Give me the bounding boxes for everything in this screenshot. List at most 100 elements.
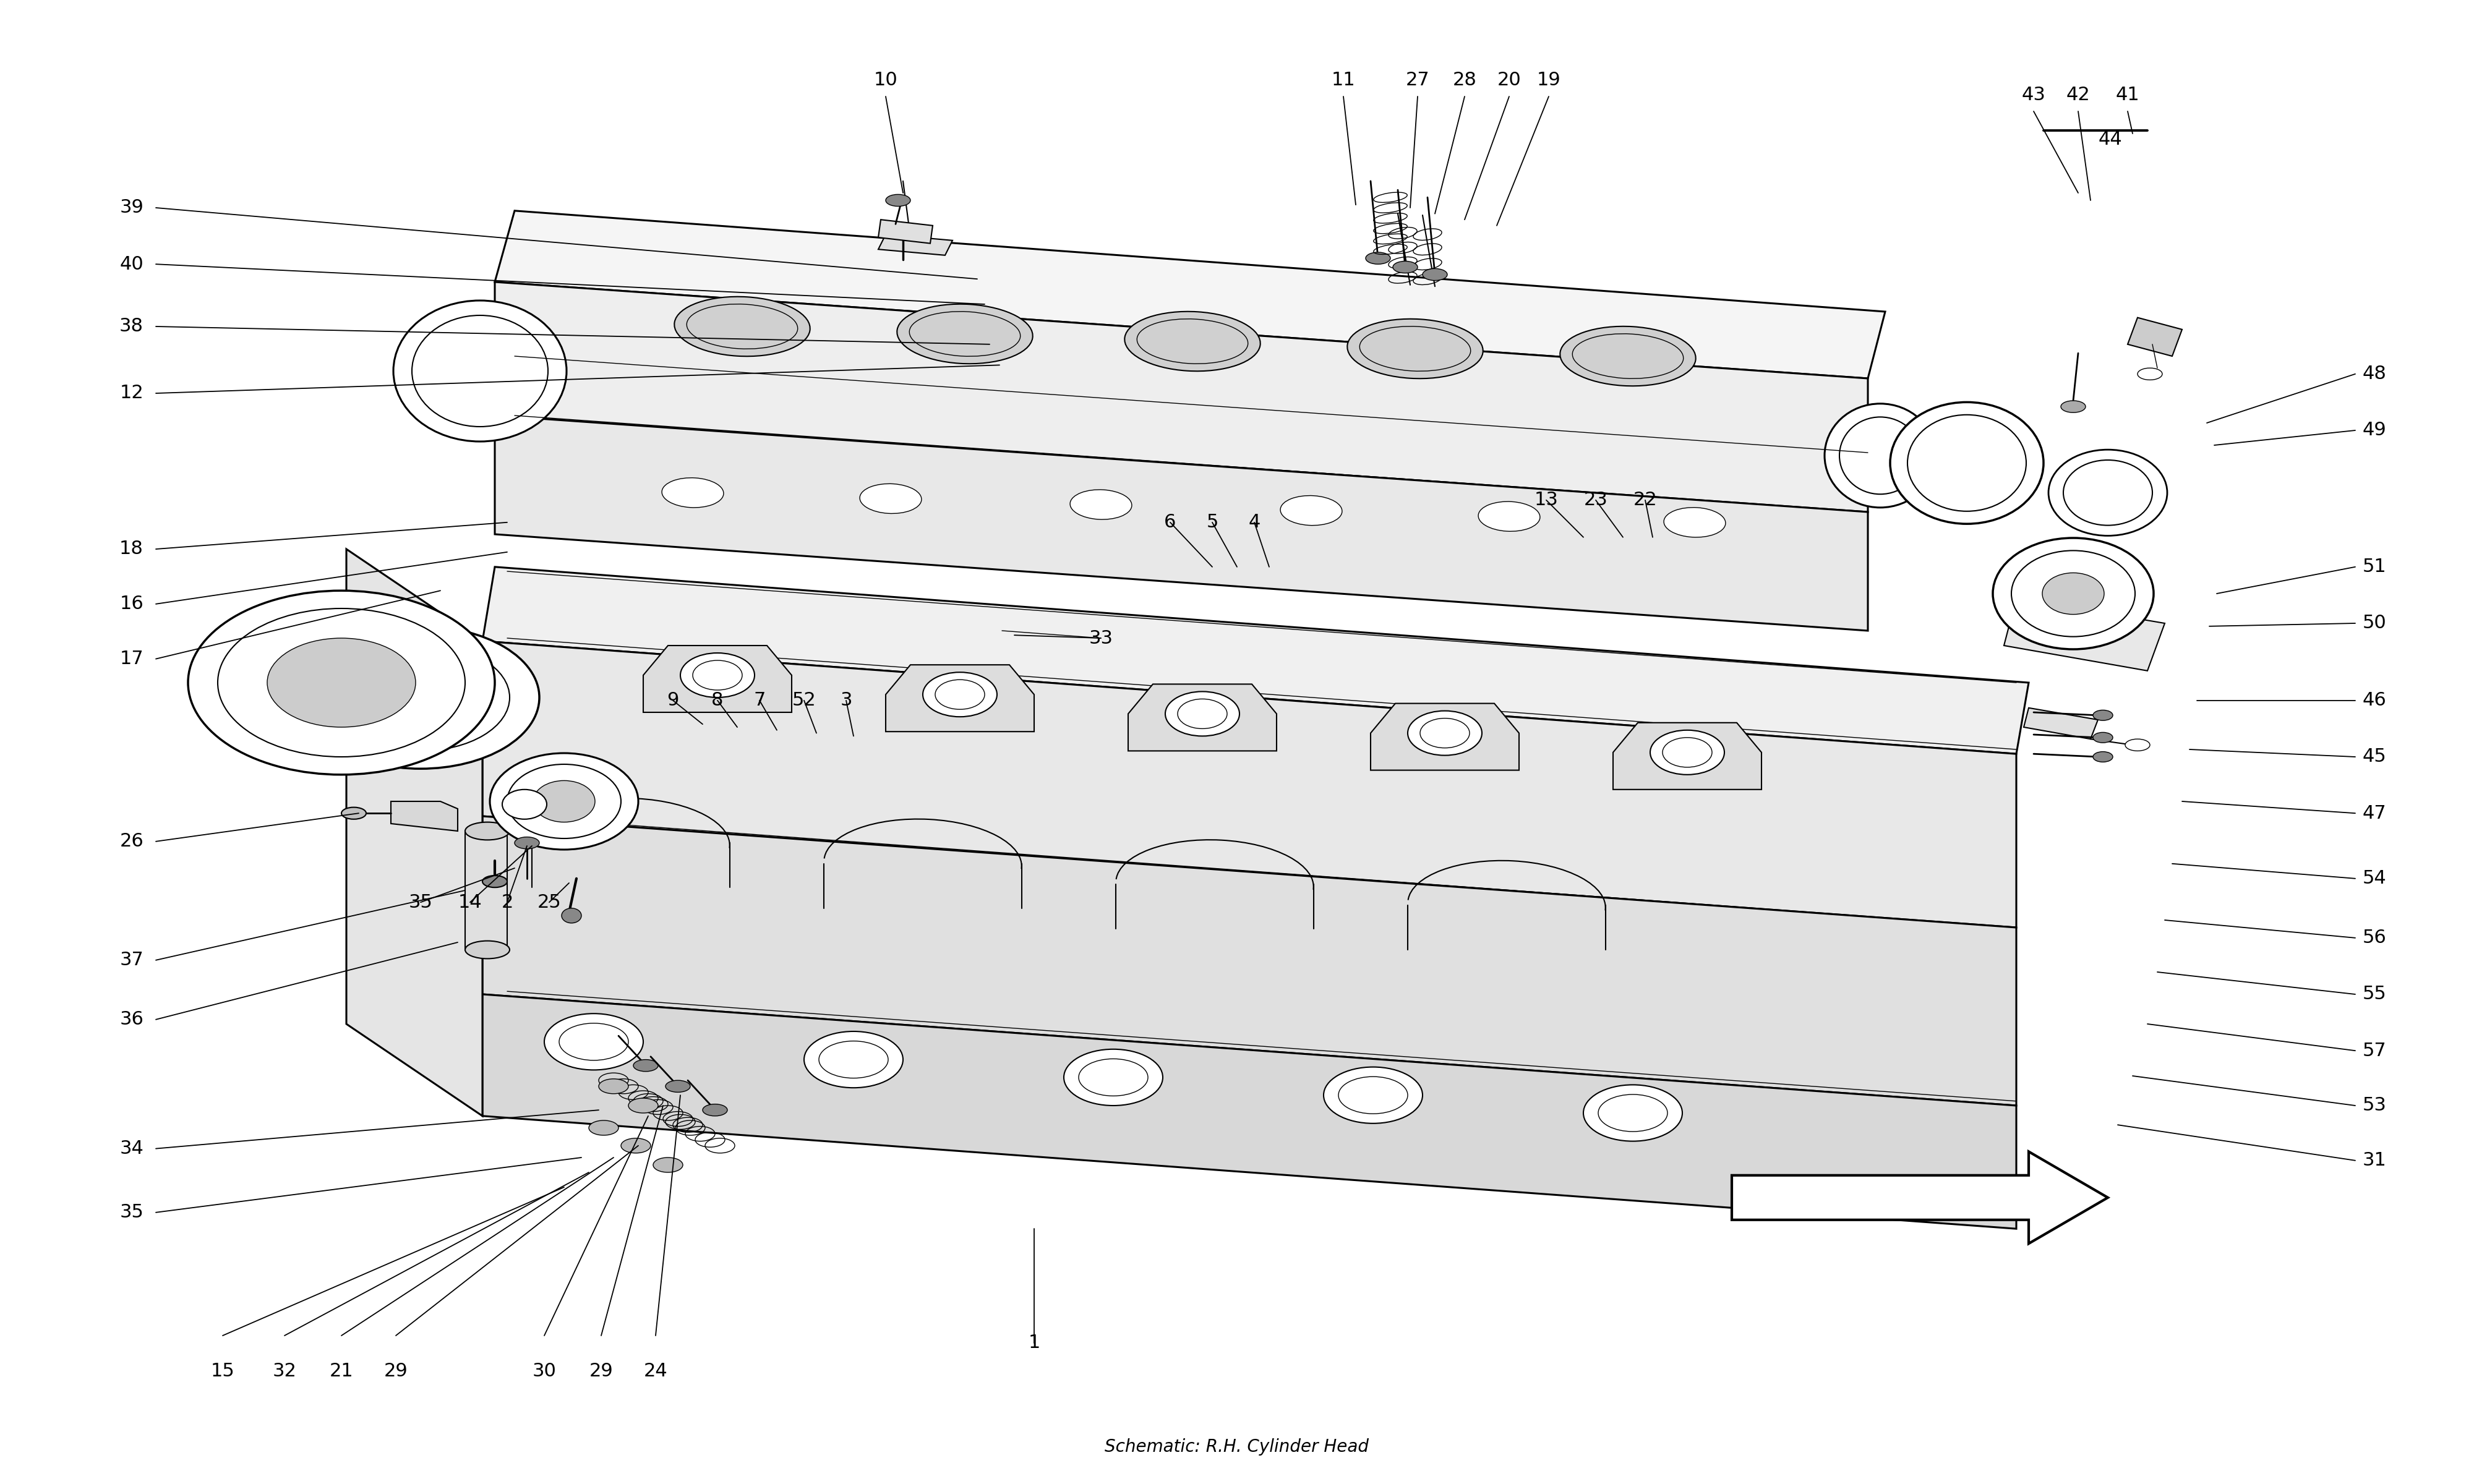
Polygon shape (465, 831, 507, 950)
Text: 17: 17 (119, 650, 143, 668)
Polygon shape (878, 220, 933, 243)
Ellipse shape (1841, 417, 1920, 494)
Text: 50: 50 (2363, 614, 2387, 632)
Text: 41: 41 (2115, 86, 2140, 104)
Text: 43: 43 (2021, 86, 2046, 104)
Ellipse shape (482, 876, 507, 887)
Ellipse shape (1420, 718, 1470, 748)
Ellipse shape (1071, 490, 1131, 519)
Ellipse shape (898, 304, 1032, 364)
Ellipse shape (393, 300, 567, 442)
Ellipse shape (341, 807, 366, 819)
Ellipse shape (2093, 709, 2113, 720)
Text: 55: 55 (2363, 985, 2387, 1003)
Ellipse shape (896, 236, 925, 251)
Ellipse shape (502, 789, 547, 819)
Text: 19: 19 (1536, 71, 1561, 89)
Ellipse shape (633, 1060, 658, 1071)
Text: 29: 29 (589, 1362, 614, 1380)
Text: 44: 44 (2098, 131, 2123, 148)
Ellipse shape (1282, 496, 1341, 525)
Ellipse shape (663, 478, 722, 508)
Ellipse shape (1178, 699, 1227, 729)
Text: 38: 38 (119, 318, 143, 335)
Text: 45: 45 (2363, 748, 2387, 766)
Ellipse shape (1324, 1067, 1423, 1123)
Ellipse shape (666, 1080, 690, 1092)
Text: Schematic: R.H. Cylinder Head: Schematic: R.H. Cylinder Head (1106, 1438, 1368, 1456)
Circle shape (218, 608, 465, 757)
Text: 23: 23 (1583, 491, 1608, 509)
Text: 25: 25 (537, 893, 562, 911)
Text: 39: 39 (119, 199, 143, 217)
Text: 27: 27 (1405, 71, 1430, 89)
Text: 46: 46 (2363, 692, 2387, 709)
Text: 53: 53 (2363, 1097, 2387, 1114)
Ellipse shape (1573, 334, 1682, 378)
Polygon shape (1128, 684, 1277, 751)
Polygon shape (346, 549, 482, 1116)
Ellipse shape (2044, 573, 2103, 614)
Text: 20: 20 (1497, 71, 1522, 89)
Text: 7: 7 (755, 692, 764, 709)
Ellipse shape (534, 781, 594, 822)
Text: 11: 11 (1331, 71, 1356, 89)
Text: 22: 22 (1633, 491, 1658, 509)
Ellipse shape (1650, 730, 1724, 775)
Ellipse shape (1826, 404, 1935, 508)
Ellipse shape (1361, 326, 1470, 371)
Ellipse shape (886, 194, 910, 206)
Text: 26: 26 (119, 833, 143, 850)
Text: 47: 47 (2363, 804, 2387, 822)
Text: 32: 32 (272, 1362, 297, 1380)
Ellipse shape (559, 1024, 628, 1060)
Ellipse shape (1890, 402, 2044, 524)
Ellipse shape (1348, 319, 1482, 378)
Text: 18: 18 (119, 540, 143, 558)
Circle shape (376, 671, 465, 724)
Ellipse shape (599, 1079, 628, 1094)
Text: 16: 16 (119, 595, 143, 613)
Text: 36: 36 (119, 1011, 143, 1028)
Ellipse shape (1907, 416, 2026, 510)
Ellipse shape (1423, 269, 1447, 280)
Ellipse shape (1064, 1049, 1163, 1106)
Polygon shape (482, 994, 2016, 1229)
Polygon shape (886, 665, 1034, 732)
Polygon shape (495, 282, 1868, 512)
Polygon shape (482, 816, 2016, 1106)
Text: 42: 42 (2066, 86, 2091, 104)
Ellipse shape (1366, 252, 1390, 264)
Ellipse shape (1408, 711, 1482, 755)
Text: 9: 9 (668, 692, 678, 709)
Polygon shape (643, 646, 792, 712)
Polygon shape (2004, 598, 2165, 671)
Text: 1: 1 (1029, 1334, 1039, 1352)
Text: 31: 31 (2363, 1152, 2387, 1169)
Polygon shape (391, 801, 458, 831)
Text: 33: 33 (1089, 629, 1113, 647)
Text: 12: 12 (119, 384, 143, 402)
Ellipse shape (465, 941, 510, 959)
Circle shape (267, 638, 416, 727)
Text: 35: 35 (408, 893, 433, 911)
Polygon shape (482, 567, 2029, 754)
Ellipse shape (1663, 738, 1712, 767)
Text: 21: 21 (329, 1362, 354, 1380)
Text: 3: 3 (841, 692, 851, 709)
Text: 10: 10 (873, 71, 898, 89)
Text: 15: 15 (210, 1362, 235, 1380)
Text: 30: 30 (532, 1362, 557, 1380)
Ellipse shape (544, 1014, 643, 1070)
Ellipse shape (819, 1042, 888, 1077)
Ellipse shape (688, 304, 797, 349)
Polygon shape (482, 641, 2016, 927)
Ellipse shape (1165, 692, 1239, 736)
Ellipse shape (703, 1104, 727, 1116)
Ellipse shape (935, 680, 985, 709)
Ellipse shape (1561, 326, 1695, 386)
Ellipse shape (1079, 1060, 1148, 1095)
Text: 48: 48 (2363, 365, 2387, 383)
Text: 52: 52 (792, 692, 816, 709)
Ellipse shape (1665, 508, 1724, 537)
